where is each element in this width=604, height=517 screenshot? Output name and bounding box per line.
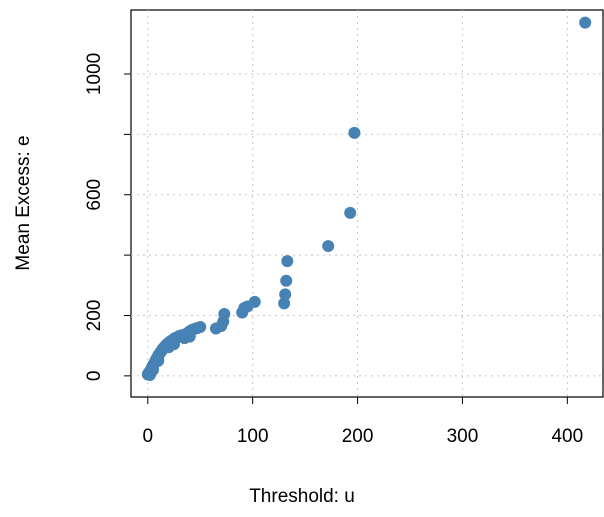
y-axis-label: Mean Excess: e <box>13 135 34 270</box>
y-tick-label: 600 <box>84 179 105 211</box>
point <box>280 274 293 287</box>
point <box>344 206 357 219</box>
x-tick-label: 100 <box>237 426 269 447</box>
point <box>348 126 361 139</box>
y-tick-label: 1000 <box>84 53 105 95</box>
point <box>322 240 335 253</box>
y-tick-label: 0 <box>84 371 105 382</box>
point <box>281 255 294 268</box>
point <box>579 16 592 29</box>
point <box>194 320 207 333</box>
point <box>278 297 291 310</box>
x-tick-label: 400 <box>551 426 583 447</box>
point <box>218 307 231 320</box>
point <box>279 288 292 301</box>
y-tick-label: 200 <box>84 300 105 332</box>
x-axis-label: Threshold: u <box>249 486 355 507</box>
plot-frame <box>130 9 604 398</box>
x-tick-label: 0 <box>142 426 153 447</box>
point <box>248 295 261 308</box>
x-tick-label: 300 <box>447 426 479 447</box>
x-tick-label: 200 <box>342 426 374 447</box>
